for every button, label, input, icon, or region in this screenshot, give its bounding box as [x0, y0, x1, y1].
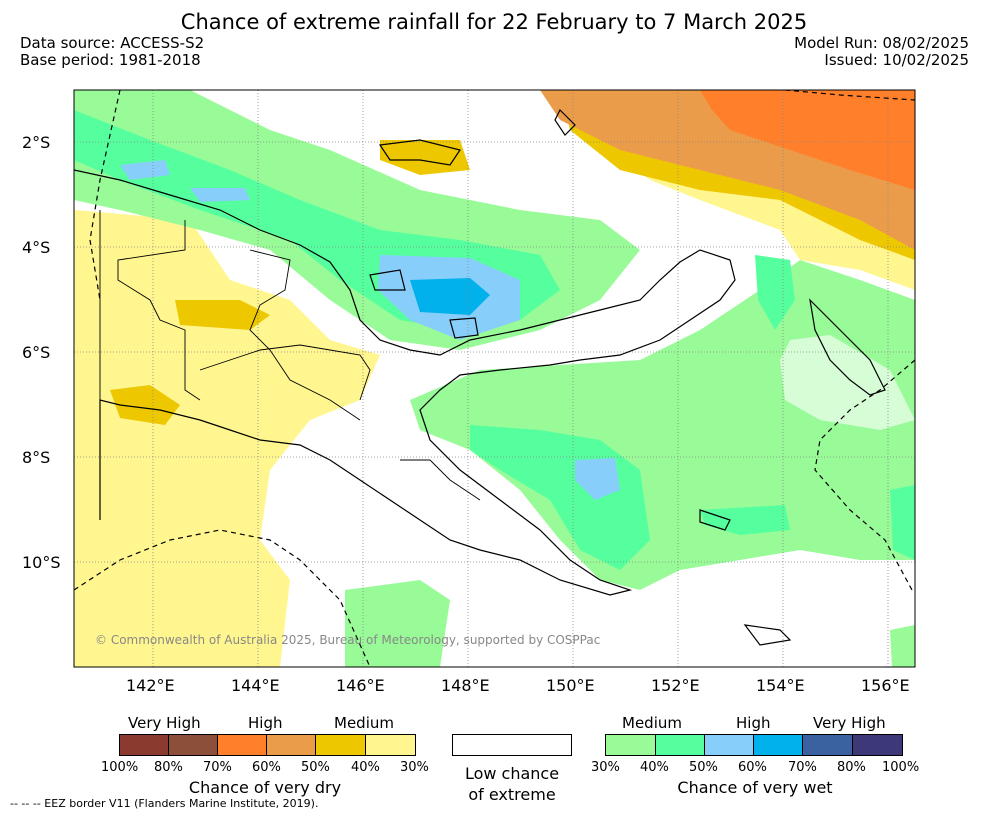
lat-label: 2°S [22, 133, 51, 152]
wet-swatch [655, 734, 705, 756]
wet-percent: 40% [640, 760, 669, 775]
lon-label: 144°E [231, 676, 280, 695]
lon-label: 152°E [651, 676, 700, 695]
wet-swatch [704, 734, 754, 756]
dry-patch-2 [110, 385, 180, 425]
map-title: Chance of extreme rainfall for 22 Februa… [180, 10, 808, 34]
wet-patch-east-1 [755, 255, 795, 330]
metadata-left: Data source: ACCESS-S2 Base period: 1981… [20, 35, 204, 69]
dry-percent: 80% [154, 760, 183, 775]
dry-area-newireland [380, 140, 470, 175]
wet-patch-east-3 [890, 485, 915, 560]
wet-patch-north-2 [190, 188, 250, 202]
wet-area-south [345, 580, 450, 667]
wet-swatch [852, 734, 903, 756]
wet-percent: 80% [837, 760, 866, 775]
wet-caption: Chance of very wet [677, 778, 833, 797]
map-field [74, 90, 915, 667]
wet-swatch [605, 734, 656, 756]
lat-label: 10°S [22, 553, 61, 572]
dry-percent: 100% [101, 760, 139, 775]
dry-percent: 40% [351, 760, 380, 775]
dry-percent: 70% [203, 760, 232, 775]
dry-category-label: Very High [128, 714, 201, 732]
dry-swatch [217, 734, 267, 756]
model-run: Model Run: 08/02/2025 [794, 34, 969, 52]
wet-percent: 50% [689, 760, 718, 775]
map-frame [73, 89, 916, 668]
low-chance-caption-line2: of extreme [468, 785, 556, 804]
dry-swatch [168, 734, 218, 756]
dry-category-label: Medium [334, 714, 394, 732]
dry-percent: 60% [252, 760, 281, 775]
lat-label: 8°S [22, 448, 51, 467]
dry-percent: 30% [400, 760, 429, 775]
low-chance-swatch [452, 734, 572, 756]
wet-percent: 30% [591, 760, 620, 775]
wet-area-veryhigh [410, 278, 490, 315]
low-chance-caption-line1: Low chance [464, 764, 560, 783]
lat-label: 6°S [22, 343, 51, 362]
eez-border [74, 90, 915, 667]
dry-swatch [315, 734, 366, 756]
wet-percent: 70% [788, 760, 817, 775]
wet-patch-southeast [575, 458, 620, 500]
lon-label: 146°E [336, 676, 385, 695]
dry-area-northeast-veryhigh [700, 90, 915, 190]
province-borders [99, 210, 481, 501]
dry-patch-1 [175, 300, 270, 330]
dry-swatch [119, 734, 169, 756]
wet-swatch [802, 734, 853, 756]
wet-patch-east-2 [700, 505, 790, 535]
issued-date: Issued: 10/02/2025 [824, 51, 969, 69]
dry-percent: 50% [301, 760, 330, 775]
metadata-right: Model Run: 08/02/2025 Issued: 10/02/2025 [794, 35, 969, 69]
wet-category-label: High [736, 714, 771, 732]
wet-swatch [753, 734, 803, 756]
copyright-note: © Commonwealth of Australia 2025, Bureau… [95, 633, 601, 647]
data-source: Data source: ACCESS-S2 [20, 34, 205, 52]
dry-swatch [365, 734, 416, 756]
grid-lines [74, 90, 915, 667]
dry-area-west [74, 210, 380, 667]
lon-label: 156°E [861, 676, 910, 695]
lon-label: 154°E [756, 676, 805, 695]
dry-category-label: High [248, 714, 283, 732]
eez-footnote: -- -- -- EEZ border V11 (Flanders Marine… [10, 797, 319, 810]
lon-label: 148°E [441, 676, 490, 695]
coastline [74, 108, 886, 646]
wet-patch-south-east [890, 625, 915, 667]
wet-percent: 100% [882, 760, 920, 775]
low-chance-east [780, 335, 915, 430]
wet-category-label: Medium [622, 714, 682, 732]
base-period: Base period: 1981-2018 [20, 51, 201, 69]
wet-percent: 60% [738, 760, 767, 775]
wet-patch-north-1 [120, 160, 170, 180]
dry-caption: Chance of very dry [188, 778, 342, 797]
lat-label: 4°S [22, 238, 51, 257]
dry-swatch [266, 734, 316, 756]
lon-label: 150°E [546, 676, 595, 695]
wet-category-label: Very High [813, 714, 886, 732]
lon-label: 142°E [126, 676, 175, 695]
